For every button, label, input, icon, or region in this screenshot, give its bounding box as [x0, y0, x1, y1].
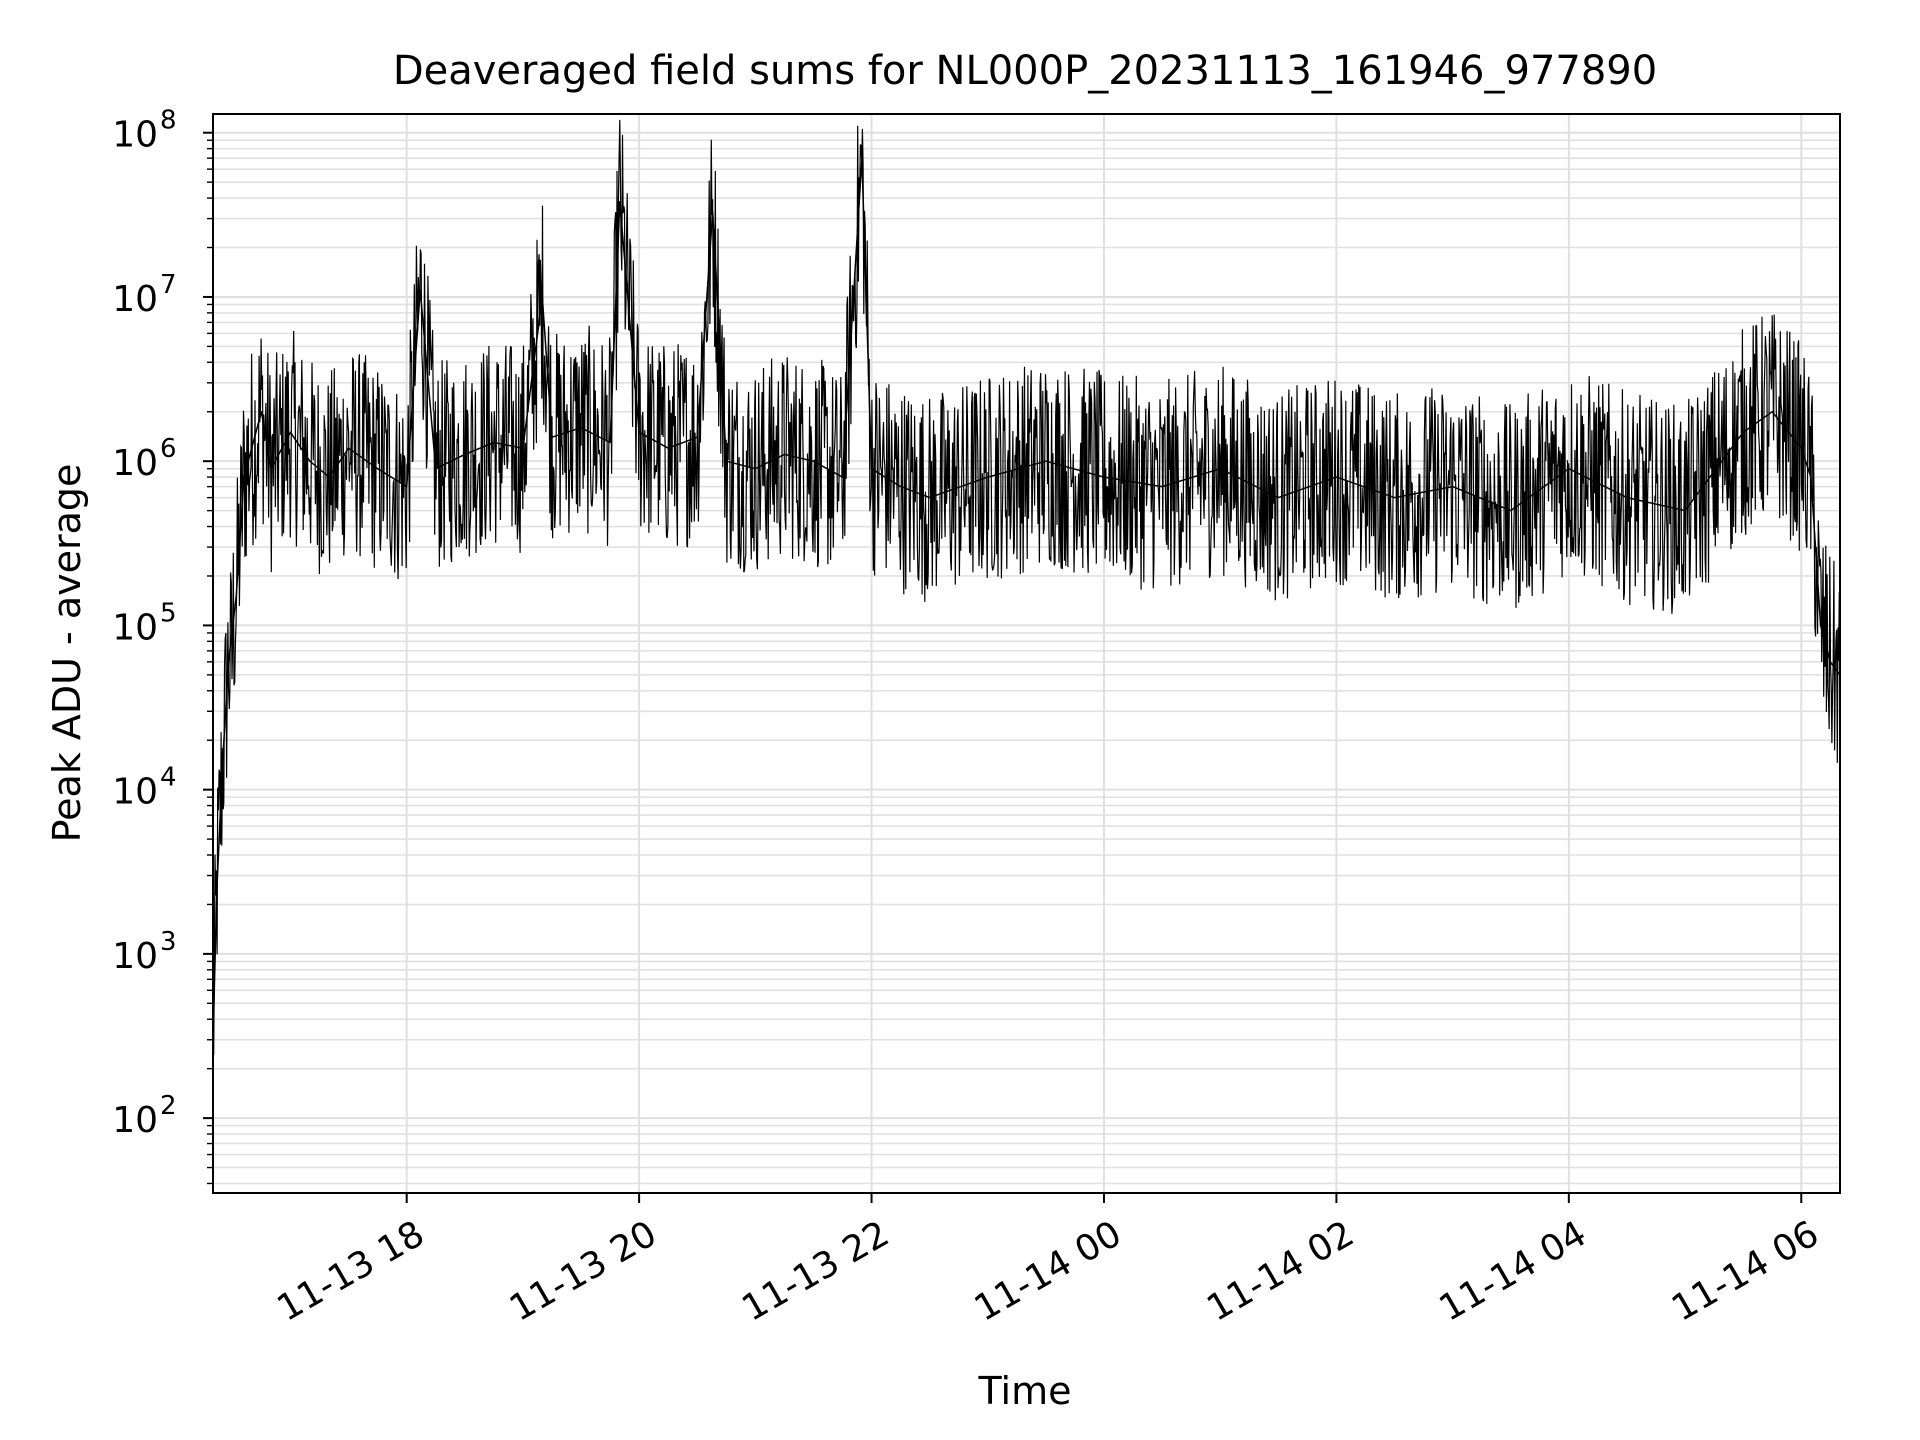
y-tick-label-base: 10 [112, 1100, 158, 1141]
series-noise-band [212, 119, 1841, 1056]
y-tick-label: 10 7 [112, 270, 176, 320]
y-tick-label-exponent: 8 [160, 106, 177, 136]
plot-area-frame [212, 113, 1841, 1194]
chart-title: Deaveraged field sums for NL000P_2023111… [393, 48, 1657, 94]
y-tick-label-exponent: 3 [160, 927, 177, 957]
y-tick-label-base: 10 [112, 772, 158, 813]
y-tick-label-base: 10 [112, 115, 158, 156]
y-tick-label-exponent: 2 [160, 1091, 177, 1121]
y-tick-label-exponent: 4 [160, 763, 177, 793]
y-tick-label-exponent: 5 [160, 598, 177, 628]
y-tick-label: 10 3 [112, 927, 176, 977]
y-tick-label-base: 10 [112, 279, 158, 320]
y-tick-label-exponent: 6 [160, 434, 177, 464]
y-axis-label: Peak ADU - average [45, 464, 89, 843]
y-tick-label-base: 10 [112, 936, 158, 977]
x-axis-label: Time [978, 1369, 1072, 1413]
y-tick-label-base: 10 [112, 607, 158, 648]
y-tick-label: 10 6 [112, 434, 176, 484]
data-layer [212, 119, 1841, 1056]
y-tick-label: 10 2 [112, 1091, 176, 1141]
y-tick-label: 10 5 [112, 598, 176, 648]
y-tick-label-base: 10 [112, 443, 158, 484]
y-tick-label-exponent: 7 [160, 270, 177, 300]
y-tick-label: 10 4 [112, 763, 176, 813]
y-tick-label: 10 8 [112, 106, 176, 156]
